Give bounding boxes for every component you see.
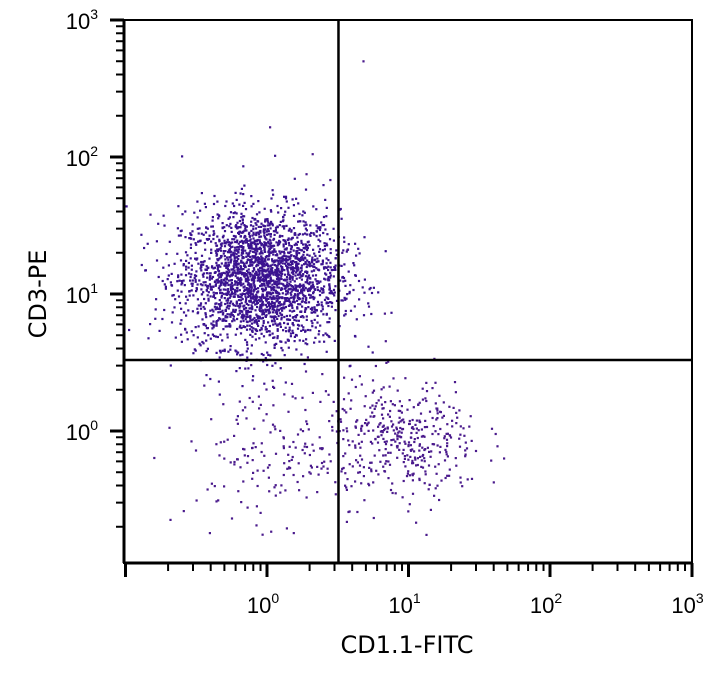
y-axis-ticks	[110, 18, 124, 528]
x-tick-label: 100	[247, 590, 279, 618]
y-axis-title: CD3-PE	[24, 250, 52, 339]
y-tick-label: 101	[66, 280, 98, 308]
outlier-dots	[149, 60, 387, 315]
y-tick-label: 103	[66, 6, 98, 34]
x-axis-title: CD1.1-FITC	[341, 631, 474, 659]
x-tick-label: 102	[530, 590, 562, 618]
quadrant-gates	[124, 20, 692, 563]
population-1	[125, 154, 393, 418]
scatter-dots	[125, 60, 506, 536]
population-2	[287, 340, 506, 536]
y-tick-label: 100	[66, 417, 98, 445]
y-tick-label: 102	[66, 143, 98, 171]
x-tick-label: 101	[388, 590, 420, 618]
x-tick-label: 103	[671, 590, 703, 618]
x-axis-tick-labels: 100 101 102 103	[247, 590, 704, 618]
y-axis-tick-labels: 100 101 102 103	[66, 6, 98, 445]
population-3	[153, 356, 410, 536]
x-axis-ticks	[124, 563, 694, 577]
